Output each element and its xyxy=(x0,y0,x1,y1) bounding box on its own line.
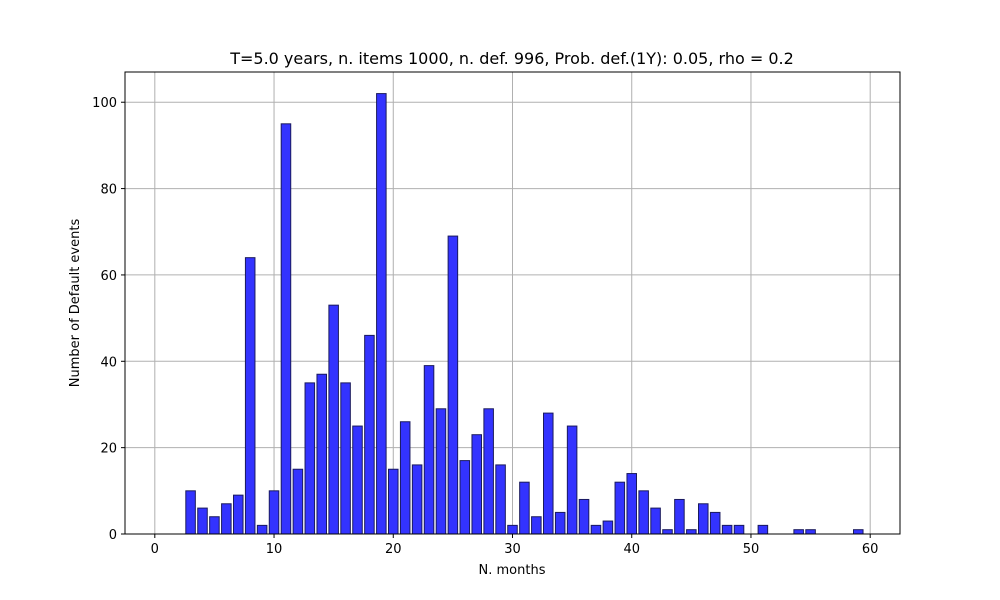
bar xyxy=(626,473,638,535)
bar xyxy=(197,507,208,535)
bar xyxy=(578,498,590,535)
bar xyxy=(602,520,614,535)
bar xyxy=(411,464,423,535)
x-tick-label: 60 xyxy=(862,542,879,557)
bar xyxy=(328,304,339,535)
bar xyxy=(674,498,685,535)
bar xyxy=(495,464,506,535)
bar xyxy=(650,507,661,535)
x-axis-ticks: 0 10 20 30 40 50 60 xyxy=(151,534,879,557)
bar xyxy=(531,516,542,535)
bar xyxy=(543,412,554,535)
y-tick-label: 20 xyxy=(100,442,117,457)
bar xyxy=(304,382,316,535)
bar xyxy=(614,481,626,535)
bar xyxy=(853,529,864,535)
y-axis-ticks: 0 20 40 60 80 100 xyxy=(92,96,125,543)
bar xyxy=(507,524,518,535)
bar xyxy=(590,524,602,535)
bar xyxy=(233,494,244,535)
bar xyxy=(256,524,268,535)
bar xyxy=(686,529,697,535)
bar xyxy=(519,481,530,535)
bar xyxy=(733,524,745,535)
bar xyxy=(268,490,280,535)
bar xyxy=(244,257,256,535)
x-tick-label: 20 xyxy=(385,542,402,557)
grid xyxy=(125,72,900,535)
bar xyxy=(554,511,566,535)
y-tick-label: 40 xyxy=(100,355,117,370)
y-tick-label: 0 xyxy=(109,528,117,543)
x-tick-label: 30 xyxy=(504,542,521,557)
bar xyxy=(364,334,375,535)
bar xyxy=(316,373,328,535)
bar xyxy=(447,235,459,535)
bars xyxy=(185,93,864,535)
bar xyxy=(638,490,649,535)
bar xyxy=(721,524,733,535)
bar xyxy=(388,468,399,535)
x-axis-label: N. months xyxy=(479,563,546,578)
bar xyxy=(376,93,387,535)
bar xyxy=(221,503,232,535)
x-tick-label: 50 xyxy=(743,542,760,557)
bar xyxy=(793,529,804,535)
bar xyxy=(471,434,483,535)
y-tick-label: 80 xyxy=(100,183,117,198)
bar xyxy=(709,511,721,535)
bar xyxy=(399,421,411,535)
bar xyxy=(423,365,435,535)
bar xyxy=(352,425,363,535)
bar xyxy=(805,529,816,535)
y-tick-label: 60 xyxy=(100,269,117,284)
bar xyxy=(435,408,447,535)
y-axis-label: Number of Default events xyxy=(68,219,83,388)
bar xyxy=(280,123,292,535)
x-tick-label: 40 xyxy=(623,542,640,557)
bar xyxy=(459,460,471,535)
y-tick-label: 100 xyxy=(92,96,117,111)
bar xyxy=(566,425,578,535)
chart-title: T=5.0 years, n. items 1000, n. def. 996,… xyxy=(229,49,794,68)
bar xyxy=(757,524,769,535)
x-tick-label: 0 xyxy=(151,542,159,557)
bar xyxy=(209,516,220,535)
bar xyxy=(483,408,494,535)
x-tick-label: 10 xyxy=(266,542,283,557)
bar xyxy=(698,503,709,535)
bar xyxy=(185,490,196,535)
bar xyxy=(292,468,304,535)
bar xyxy=(662,529,673,535)
bar xyxy=(340,382,351,535)
